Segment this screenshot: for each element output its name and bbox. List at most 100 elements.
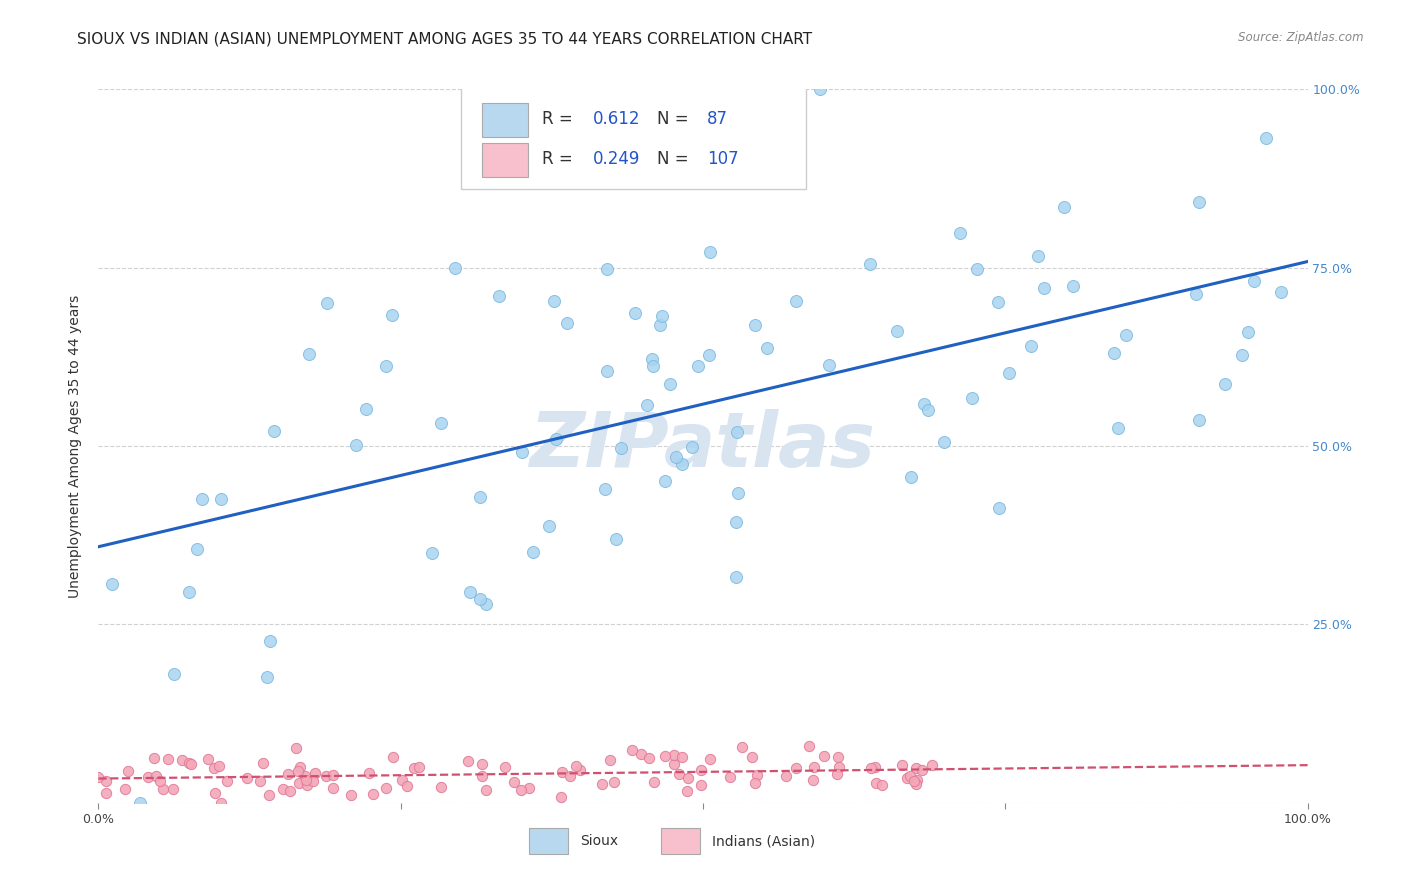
Point (263, 424, 285, 438)
Point (180, 756, 202, 771)
Point (142, 751, 165, 765)
Point (191, 491, 214, 506)
Point (863, 760, 886, 774)
Bar (482, 143, 527, 177)
Point (357, 766, 380, 780)
Point (546, 432, 568, 446)
Point (1019, 339, 1042, 353)
Point (430, 780, 453, 794)
Point (375, 359, 398, 374)
Point (654, 749, 676, 764)
Point (659, 377, 682, 392)
Point (596, 364, 619, 378)
Point (186, 542, 208, 557)
Point (502, 775, 524, 789)
Point (654, 474, 676, 488)
Point (551, 764, 574, 779)
Point (890, 758, 912, 772)
Text: 107: 107 (707, 150, 738, 168)
Point (727, 486, 749, 500)
Point (603, 775, 626, 789)
Point (651, 309, 673, 323)
Point (699, 752, 721, 766)
Point (648, 318, 671, 332)
Point (152, 782, 174, 797)
Point (510, 444, 533, 458)
Point (903, 774, 925, 789)
Point (322, 768, 344, 782)
Point (596, 262, 619, 277)
Point (236, 771, 259, 785)
Point (818, 358, 841, 372)
Point (322, 780, 344, 795)
Point (145, 769, 167, 783)
Point (960, 392, 983, 406)
Point (177, 756, 200, 770)
Point (471, 768, 494, 782)
Point (1053, 200, 1076, 214)
Point (287, 764, 309, 778)
Point (550, 789, 572, 804)
Point (932, 435, 955, 450)
Point (741, 749, 763, 764)
Point (475, 783, 498, 797)
Point (396, 779, 419, 793)
Point (294, 769, 316, 783)
Point (808, 82, 831, 96)
Point (494, 760, 516, 774)
Point (630, 747, 652, 762)
Point (468, 591, 491, 606)
Point (671, 457, 693, 471)
Point (470, 490, 492, 504)
Point (361, 788, 384, 802)
Point (1188, 194, 1211, 209)
Point (509, 782, 531, 797)
Point (725, 570, 748, 584)
Point (636, 398, 658, 412)
Text: Sioux: Sioux (581, 834, 619, 848)
Point (129, 796, 152, 810)
Bar (482, 103, 527, 137)
Point (827, 749, 849, 764)
Point (295, 773, 318, 788)
Point (865, 776, 887, 790)
Point (522, 545, 544, 559)
Point (681, 440, 703, 454)
Point (288, 760, 311, 774)
Point (900, 470, 922, 484)
Text: 87: 87 (707, 111, 728, 128)
Point (488, 288, 510, 302)
Point (381, 308, 404, 322)
Point (718, 770, 741, 784)
Point (408, 759, 430, 773)
Point (676, 784, 699, 798)
Point (162, 782, 184, 797)
Point (402, 761, 425, 775)
Text: Indians (Asian): Indians (Asian) (711, 834, 815, 848)
Point (149, 774, 172, 789)
Point (813, 748, 835, 763)
Point (457, 754, 479, 768)
Point (686, 359, 709, 373)
Point (252, 756, 274, 771)
Point (860, 761, 883, 775)
Point (949, 226, 972, 240)
Point (340, 788, 363, 802)
Point (170, 753, 193, 767)
Point (744, 318, 766, 332)
Point (904, 761, 927, 775)
Point (96, 786, 118, 800)
Text: R =: R = (543, 150, 578, 168)
Point (1026, 249, 1049, 263)
Point (555, 317, 578, 331)
Point (921, 758, 943, 772)
Point (912, 397, 935, 411)
Y-axis label: Unemployment Among Ages 35 to 44 years: Unemployment Among Ages 35 to 44 years (69, 294, 83, 598)
Point (163, 667, 186, 681)
Point (257, 788, 280, 802)
Point (624, 306, 647, 320)
Point (599, 753, 621, 767)
Point (458, 585, 481, 599)
Point (519, 780, 541, 795)
Point (1184, 287, 1206, 301)
